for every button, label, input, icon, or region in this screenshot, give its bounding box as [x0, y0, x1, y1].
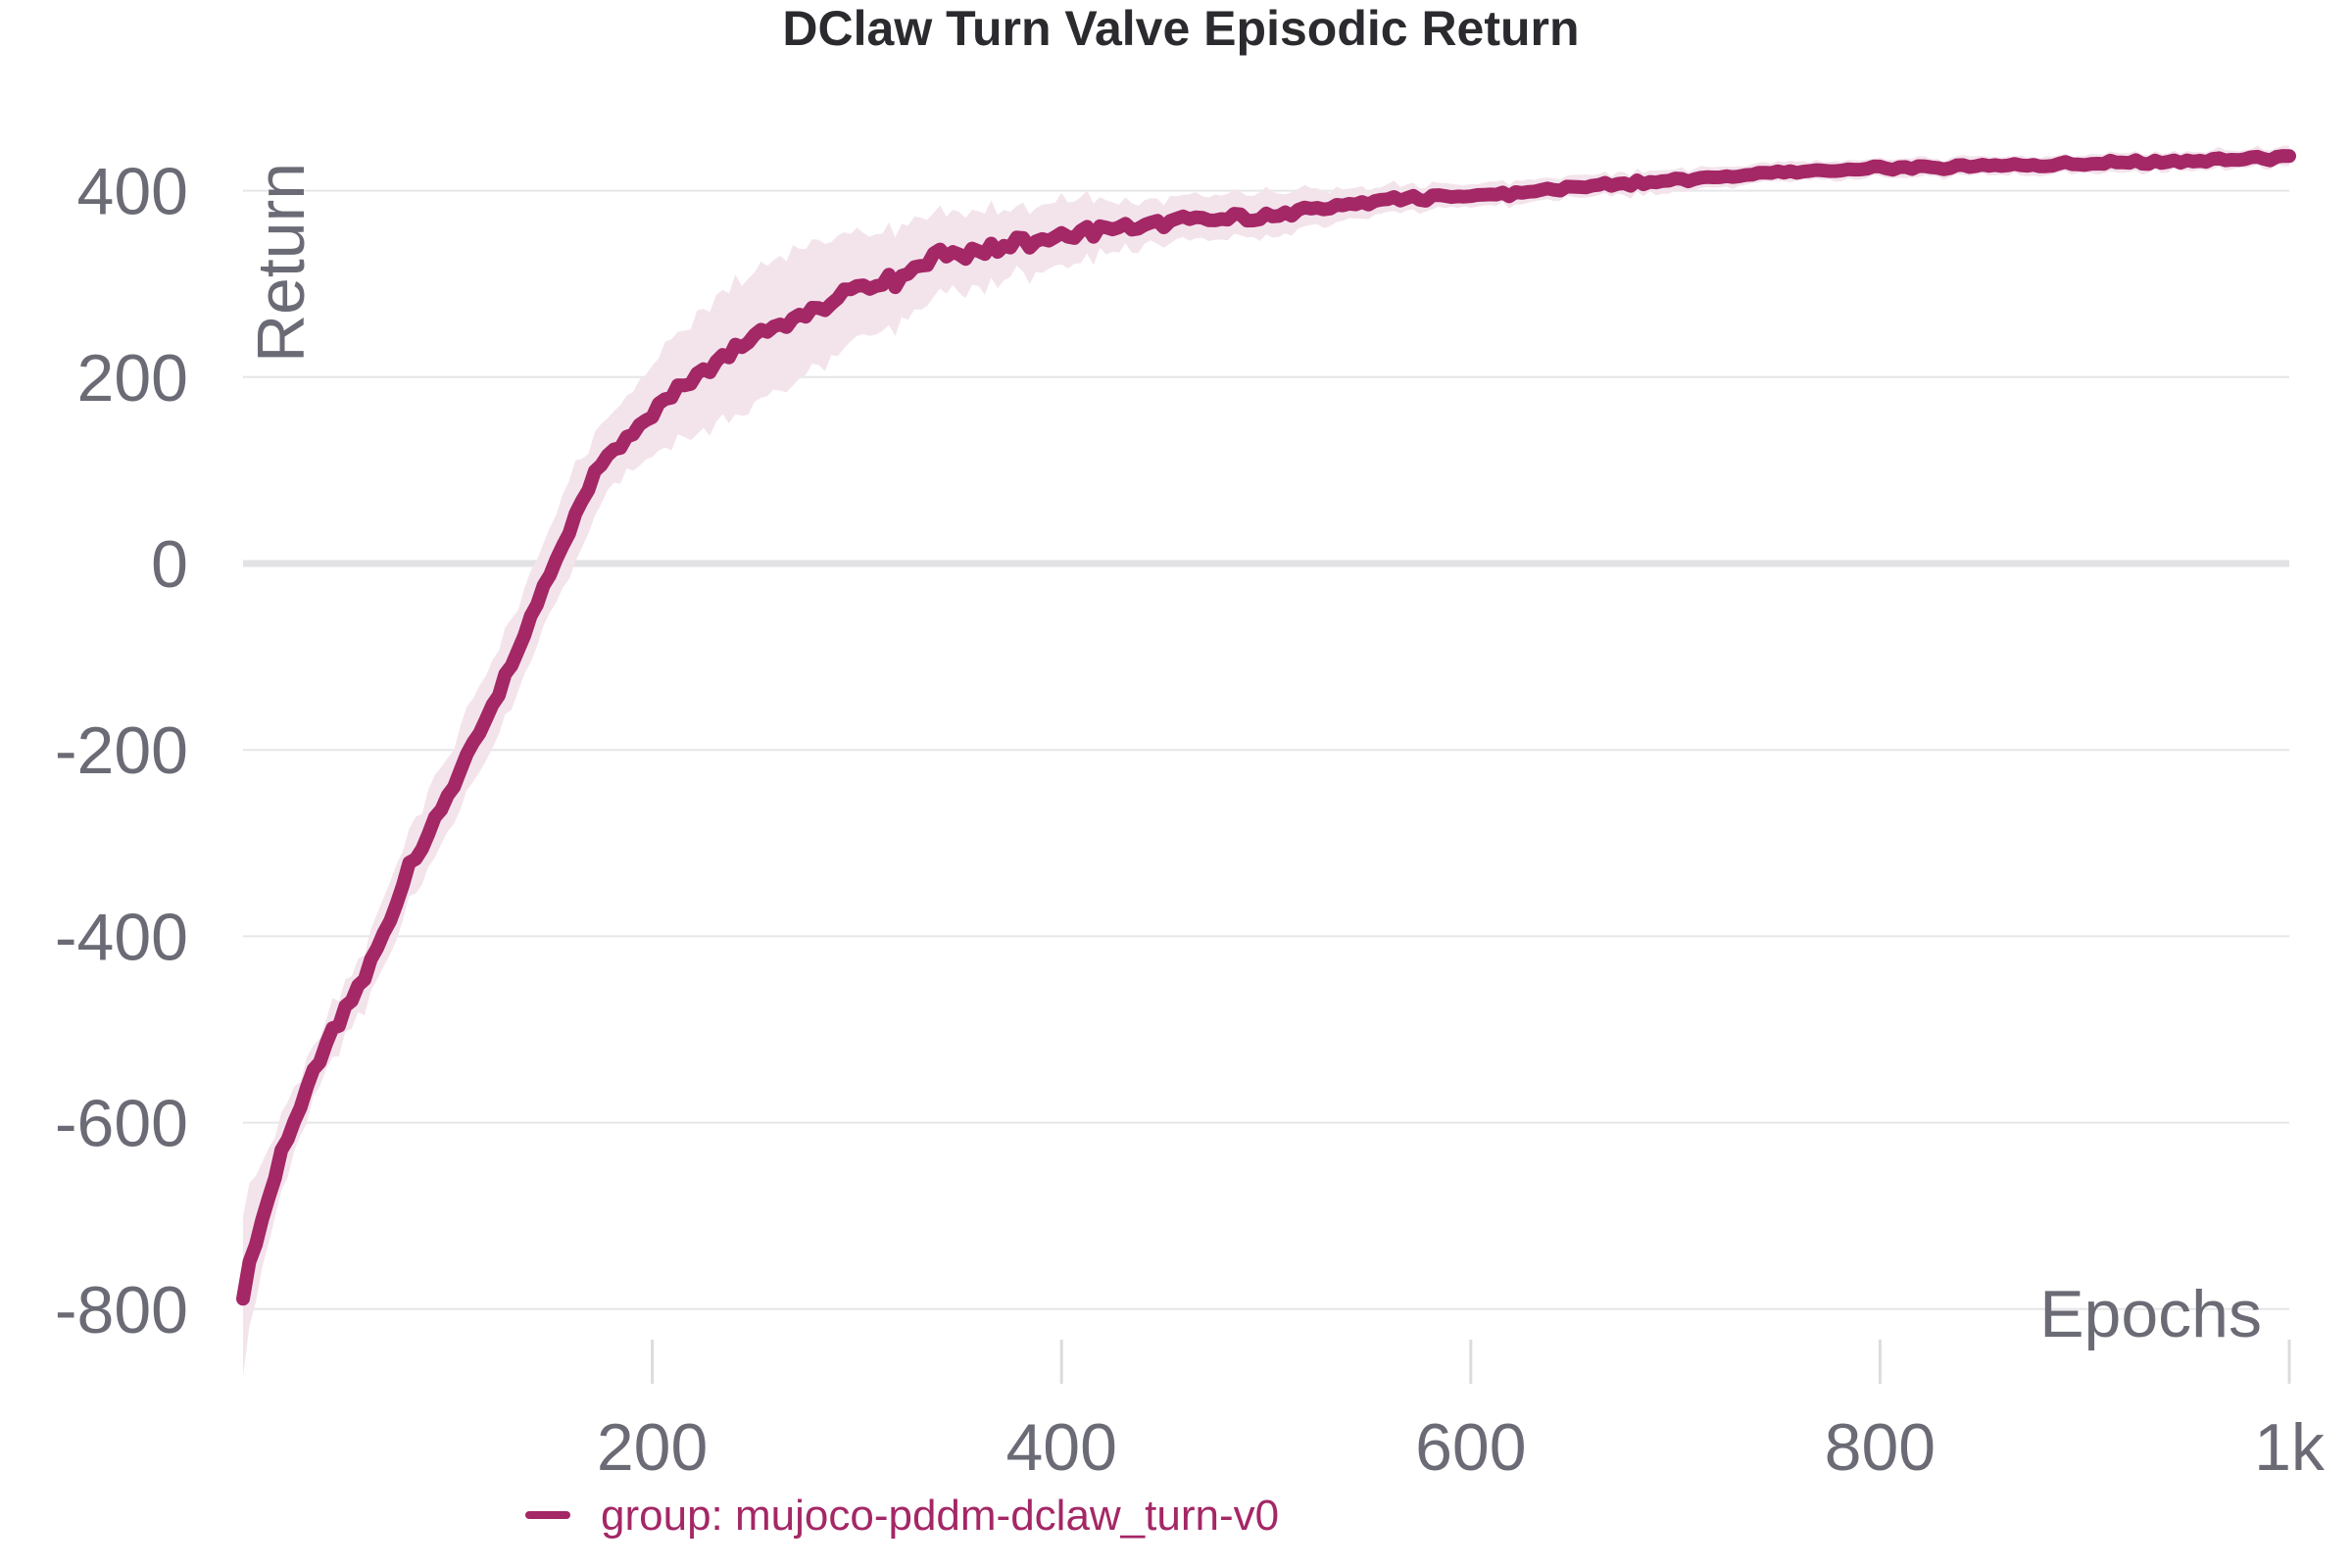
- y-tick-label: 0: [151, 527, 188, 602]
- x-tick-label: 200: [597, 1410, 708, 1485]
- x-axis-label: Epochs: [2039, 1277, 2262, 1351]
- y-axis-label: Return: [244, 163, 318, 363]
- chart-title: DClaw Turn Valve Episodic Return: [782, 1, 1579, 56]
- y-tick-label-layer: -800 -600 -400 -200 0 200 400: [55, 155, 188, 1348]
- y-tick-label: 200: [77, 341, 188, 416]
- x-tick-label: 800: [1825, 1410, 1936, 1485]
- line-layer: [236, 149, 2296, 1306]
- x-tick-layer: [651, 1340, 2291, 1384]
- y-tick-label: -400: [55, 900, 188, 974]
- legend-entry-label: group: mujoco-pddm-dclaw_turn-v0: [601, 1492, 1279, 1540]
- x-tick-label-layer: 200 400 600 800 1k: [597, 1410, 2326, 1485]
- x-tick-label: 400: [1005, 1410, 1116, 1485]
- grid-layer: [243, 189, 2289, 1310]
- x-tick-label: 1k: [2254, 1410, 2326, 1485]
- legend: group: mujoco-pddm-dclaw_turn-v0: [525, 1492, 1279, 1540]
- y-tick-label: 400: [77, 155, 188, 229]
- series-confidence-band: [243, 145, 2289, 1377]
- series-line: [236, 149, 2296, 1306]
- y-tick-label: -600: [55, 1087, 188, 1161]
- y-tick-label: -200: [55, 713, 188, 788]
- x-tick-label: 600: [1415, 1410, 1526, 1485]
- y-tick-label: -800: [55, 1273, 188, 1348]
- band-layer: [243, 145, 2289, 1377]
